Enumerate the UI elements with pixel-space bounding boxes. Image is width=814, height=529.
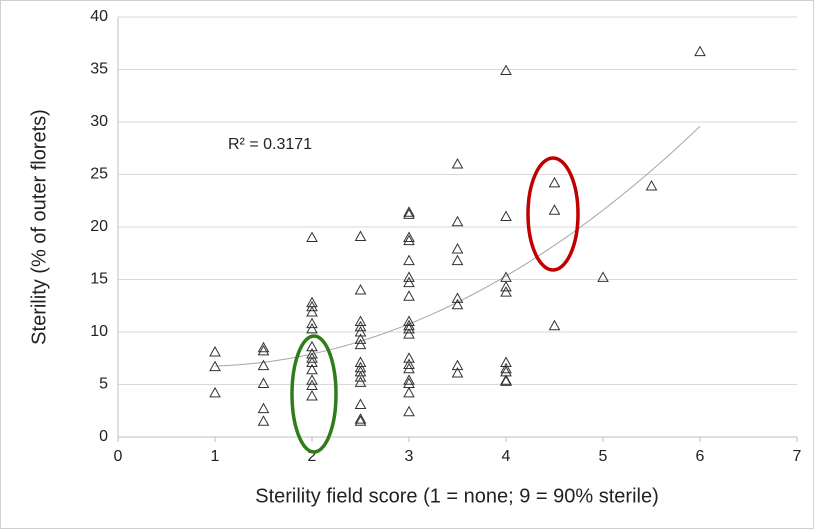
x-tick-label: 3 <box>405 448 414 465</box>
data-point <box>354 320 367 332</box>
data-point <box>403 328 415 339</box>
y-tick-label: 20 <box>90 218 108 235</box>
data-point <box>306 356 318 367</box>
x-tick-label: 6 <box>696 448 705 465</box>
highlight-ellipse-red <box>526 156 580 272</box>
data-point <box>306 300 318 312</box>
data-point <box>597 271 609 282</box>
y-tick-label: 25 <box>90 166 108 183</box>
data-point <box>257 402 270 414</box>
data-point <box>403 405 415 417</box>
data-point <box>548 176 561 188</box>
data-point <box>645 180 658 191</box>
data-point <box>500 64 512 76</box>
data-point <box>354 398 367 409</box>
data-point <box>500 210 512 221</box>
x-tick-label: 7 <box>793 448 802 465</box>
y-axis-label: Sterility (% of outer florets) <box>28 109 50 345</box>
x-tick-label: 0 <box>114 448 123 465</box>
y-tick-label: 40 <box>90 8 108 25</box>
data-point <box>306 322 318 334</box>
data-point <box>354 283 367 295</box>
data-point <box>403 374 415 385</box>
data-point <box>354 413 367 424</box>
data-point <box>306 317 318 329</box>
data-point <box>451 359 464 371</box>
data-point <box>209 360 221 372</box>
data-point <box>354 315 367 326</box>
data-point <box>306 390 318 401</box>
x-tick-label: 1 <box>211 448 220 465</box>
r-squared-annotation: R² = 0.3171 <box>228 136 312 153</box>
data-point <box>306 352 318 363</box>
data-point <box>209 345 221 357</box>
y-tick-label: 5 <box>99 376 108 393</box>
x-tick-label: 5 <box>599 448 608 465</box>
data-point <box>500 374 512 385</box>
data-point <box>548 319 561 331</box>
data-point <box>354 415 367 426</box>
data-point <box>257 341 270 353</box>
data-point <box>403 276 415 288</box>
data-point <box>257 415 270 426</box>
data-point <box>209 386 221 398</box>
data-point <box>500 286 512 297</box>
data-point <box>451 215 464 227</box>
data-point <box>306 374 318 385</box>
data-point <box>354 333 367 344</box>
highlight-ellipse-green <box>290 334 338 454</box>
data-point <box>403 271 415 282</box>
data-point <box>354 325 367 337</box>
data-point <box>354 371 367 382</box>
data-point <box>257 344 270 356</box>
data-point <box>354 376 367 387</box>
data-point <box>403 290 415 301</box>
data-point <box>403 254 415 266</box>
data-point <box>354 230 367 241</box>
data-point <box>257 377 270 388</box>
x-tick-label: 2 <box>308 448 317 465</box>
data-point <box>403 208 415 219</box>
data-point <box>306 340 318 352</box>
data-point <box>257 359 270 371</box>
data-point <box>403 231 415 242</box>
data-point <box>500 280 512 292</box>
y-tick-label: 0 <box>99 428 108 445</box>
data-point <box>500 362 512 374</box>
x-axis-label: Sterility field score (1 = none; 9 = 90%… <box>255 485 659 507</box>
data-point <box>548 204 561 215</box>
data-point <box>451 254 464 266</box>
data-point <box>403 362 415 374</box>
x-tick-label: 4 <box>502 448 511 465</box>
y-tick-label: 15 <box>90 271 108 288</box>
data-point <box>403 386 415 398</box>
data-point <box>694 45 706 57</box>
data-point <box>403 234 415 246</box>
y-tick-label: 10 <box>90 323 108 340</box>
data-point <box>451 292 464 303</box>
y-tick-label: 35 <box>90 61 108 78</box>
data-point <box>403 358 415 370</box>
data-point <box>403 206 415 217</box>
y-tick-label: 30 <box>90 113 108 130</box>
data-point <box>306 379 318 391</box>
data-point <box>451 298 464 310</box>
data-point <box>451 366 464 378</box>
data-point <box>354 365 367 377</box>
data-point <box>451 243 464 254</box>
data-point <box>354 338 367 350</box>
data-point <box>403 322 415 334</box>
data-point <box>500 375 512 386</box>
data-point <box>306 231 318 242</box>
data-point <box>403 352 415 363</box>
data-point <box>306 306 318 317</box>
data-point <box>451 157 464 169</box>
data-point <box>403 315 415 326</box>
data-point <box>306 363 318 375</box>
